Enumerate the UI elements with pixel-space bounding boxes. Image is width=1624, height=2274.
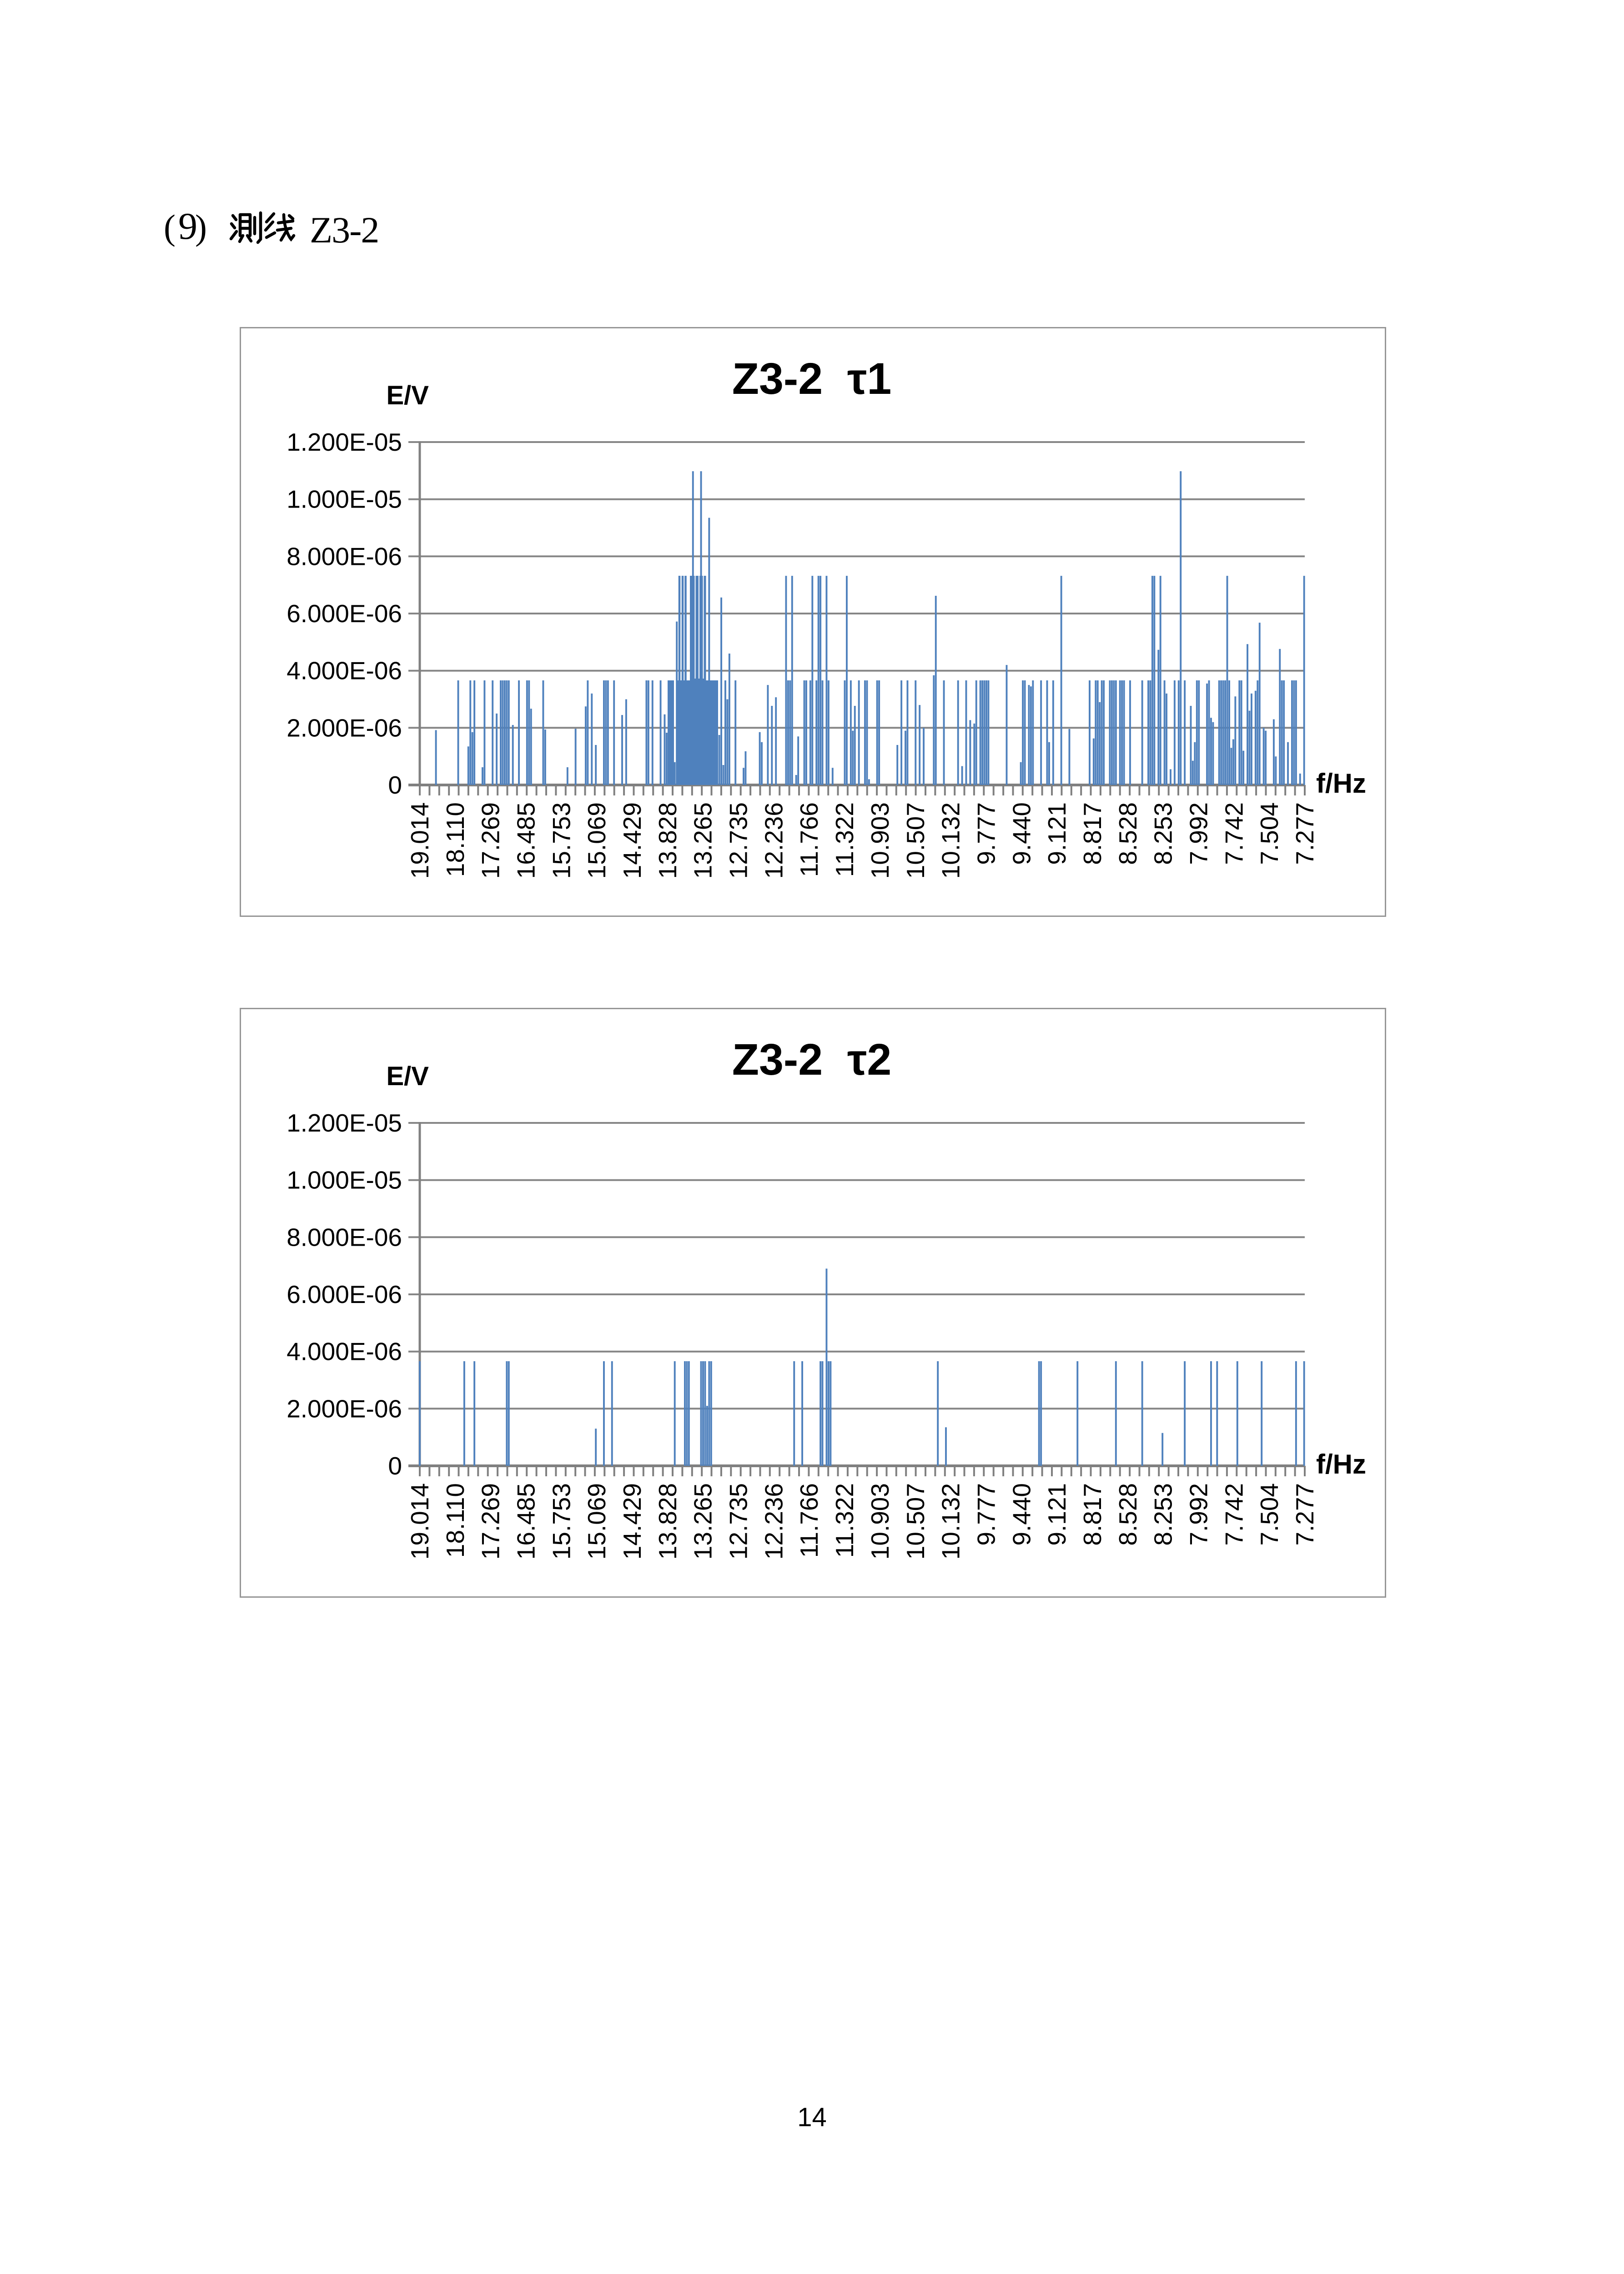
svg-text:12.735: 12.735 [724,1483,753,1560]
svg-text:9.777: 9.777 [972,1483,1000,1546]
svg-text:7.277: 7.277 [1291,1483,1319,1546]
svg-text:9.777: 9.777 [972,802,1000,865]
svg-text:12.236: 12.236 [759,802,788,879]
svg-text:10.507: 10.507 [901,802,930,879]
svg-text:11.322: 11.322 [830,802,859,877]
svg-text:16.485: 16.485 [512,1483,540,1560]
svg-text:16.485: 16.485 [512,802,540,879]
svg-text:19.014: 19.014 [406,802,434,879]
svg-text:6.000E-06: 6.000E-06 [287,1280,402,1308]
svg-text:15.753: 15.753 [547,802,575,879]
svg-text:15.069: 15.069 [583,1483,611,1560]
svg-text:): ) [195,207,207,247]
svg-text:7.277: 7.277 [1291,802,1319,865]
svg-text:8.528: 8.528 [1114,1483,1142,1546]
svg-text:10.903: 10.903 [866,1483,894,1560]
svg-text:11.322: 11.322 [830,1483,859,1558]
svg-text:1.000E-05: 1.000E-05 [287,1166,402,1194]
svg-text:2.000E-06: 2.000E-06 [287,1394,402,1423]
svg-text:7.742: 7.742 [1220,802,1248,865]
svg-text:7.742: 7.742 [1220,1483,1248,1546]
svg-text:8.817: 8.817 [1078,1483,1106,1546]
svg-text:Z3-2 τ2: Z3-2 τ2 [732,1035,892,1084]
svg-text:13.265: 13.265 [689,1483,717,1560]
svg-text:Z3-2 τ1: Z3-2 τ1 [732,354,892,403]
svg-text:17.269: 17.269 [477,802,505,879]
svg-text:4.000E-06: 4.000E-06 [287,1338,402,1366]
svg-text:(: ( [164,207,176,247]
svg-text:14.429: 14.429 [618,802,646,879]
svg-text:6.000E-06: 6.000E-06 [287,599,402,628]
svg-text:7.992: 7.992 [1185,802,1213,865]
svg-text:13.265: 13.265 [689,802,717,879]
svg-text:1.000E-05: 1.000E-05 [287,485,402,513]
svg-text:E/V: E/V [387,1062,429,1091]
svg-text:2.000E-06: 2.000E-06 [287,714,402,742]
svg-text:17.269: 17.269 [477,1483,505,1560]
svg-text:7.504: 7.504 [1255,1483,1283,1546]
svg-text:11.766: 11.766 [795,1483,823,1558]
svg-text:8.000E-06: 8.000E-06 [287,1223,402,1251]
svg-text:10.132: 10.132 [937,802,965,879]
svg-text:0: 0 [388,1452,402,1480]
svg-text:9.440: 9.440 [1007,802,1036,865]
svg-text:0: 0 [388,771,402,799]
svg-text:7.992: 7.992 [1185,1483,1213,1546]
svg-text:4.000E-06: 4.000E-06 [287,657,402,685]
svg-text:7.504: 7.504 [1255,802,1283,865]
svg-text:8.000E-06: 8.000E-06 [287,542,402,570]
svg-text:9: 9 [178,205,197,247]
svg-text:11.766: 11.766 [795,802,823,877]
svg-text:9.121: 9.121 [1043,802,1071,865]
svg-text:10.132: 10.132 [937,1483,965,1560]
svg-text:10.903: 10.903 [866,802,894,879]
svg-text:13.828: 13.828 [654,1483,682,1560]
svg-text:9.121: 9.121 [1043,1483,1071,1546]
svg-text:9.440: 9.440 [1007,1483,1036,1546]
svg-text:15.069: 15.069 [583,802,611,879]
svg-text:Z3-2: Z3-2 [310,209,378,251]
svg-text:18.110: 18.110 [441,1483,469,1558]
svg-text:12.236: 12.236 [759,1483,788,1560]
svg-text:E/V: E/V [387,381,429,410]
svg-text:8.817: 8.817 [1078,802,1106,865]
svg-text:1.200E-05: 1.200E-05 [287,428,402,456]
svg-text:f/Hz: f/Hz [1316,1449,1366,1479]
svg-text:10.507: 10.507 [901,1483,930,1560]
svg-text:1.200E-05: 1.200E-05 [287,1109,402,1137]
svg-text:8.253: 8.253 [1149,1483,1177,1546]
svg-text:18.110: 18.110 [441,802,469,877]
svg-text:8.253: 8.253 [1149,802,1177,865]
svg-text:8.528: 8.528 [1114,802,1142,865]
svg-text:19.014: 19.014 [406,1483,434,1560]
svg-text:14.429: 14.429 [618,1483,646,1560]
svg-text:12.735: 12.735 [724,802,753,879]
svg-text:f/Hz: f/Hz [1316,768,1366,799]
svg-text:15.753: 15.753 [547,1483,575,1560]
svg-text:13.828: 13.828 [654,802,682,879]
